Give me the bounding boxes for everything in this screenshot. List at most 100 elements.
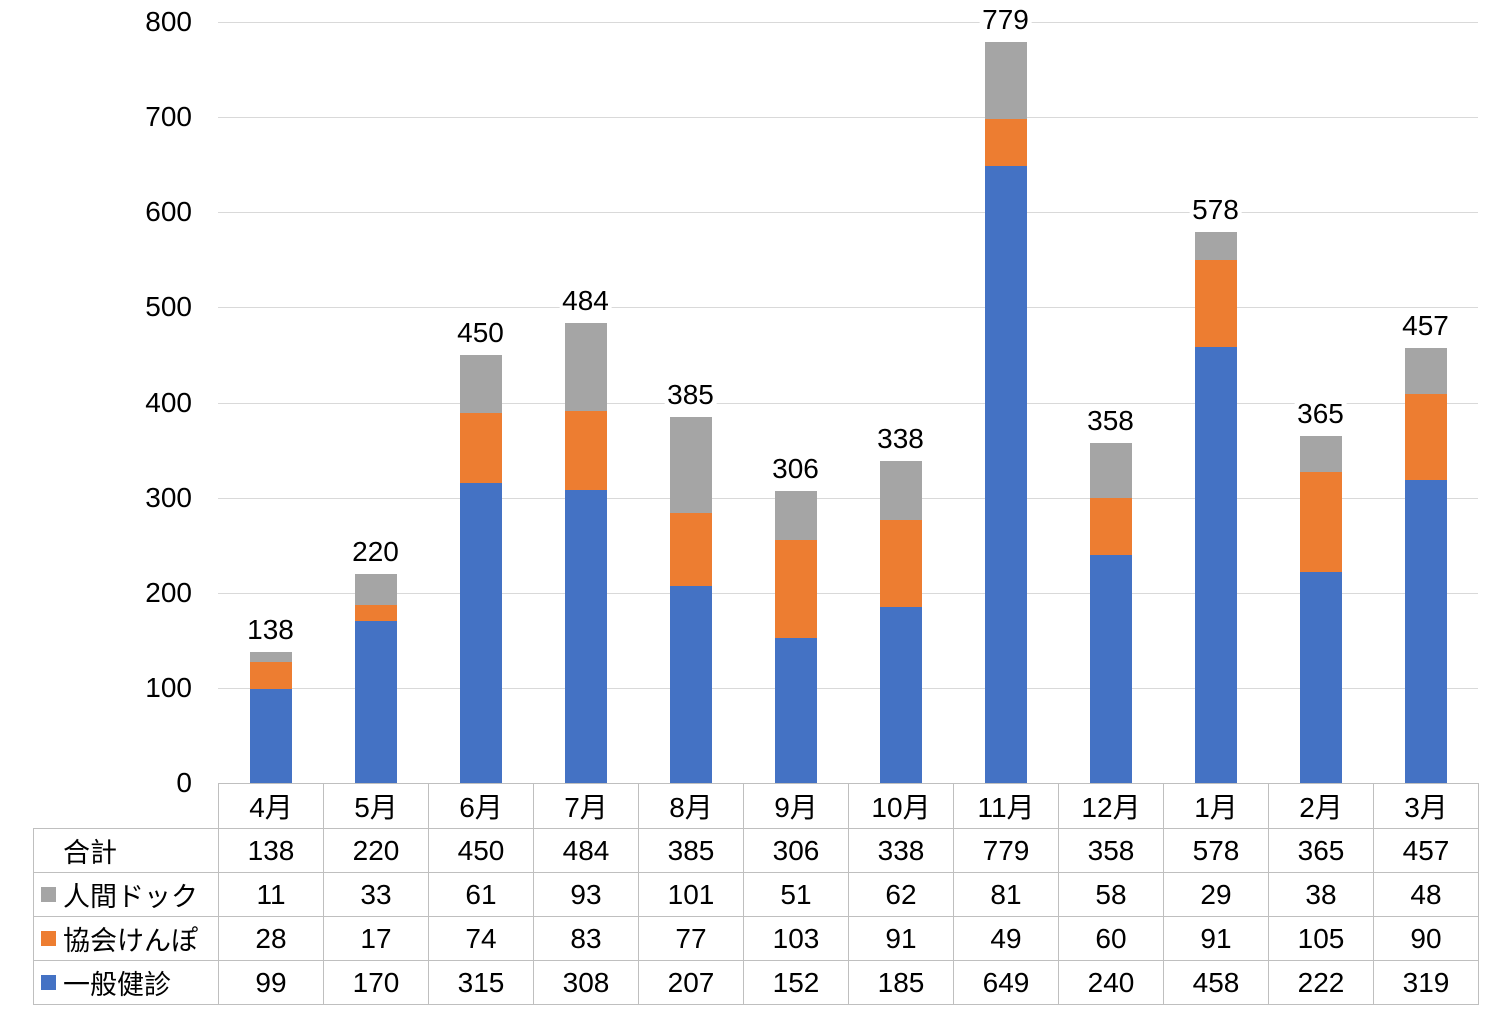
table-row-人間ドック: 人間ドック 11 33 61 93 101 51 62 81 58 29 38 48 (33, 872, 1479, 917)
value-cell: 17 (323, 916, 429, 961)
bar-stack (1299, 436, 1342, 783)
gridline-100 (218, 687, 1478, 689)
value-cell: 61 (428, 872, 534, 917)
bar-segment-協会けんぽ (669, 513, 712, 586)
bar-segment-一般健診 (669, 586, 712, 783)
value-cell: 91 (848, 916, 954, 961)
legend-key-icon (41, 975, 56, 990)
value-cell: 103 (743, 916, 849, 961)
total-data-label: 306 (769, 455, 822, 483)
value-cell: 306 (743, 828, 849, 873)
row-label: 一般健診 (63, 970, 171, 1000)
value-cell: 315 (428, 960, 534, 1005)
bar-stack (984, 42, 1027, 783)
month-label: 5月 (323, 783, 429, 829)
value-cell: 185 (848, 960, 954, 1005)
row-label-wrap: 一般健診 (35, 963, 218, 1002)
y-axis-label: 200 (145, 576, 192, 608)
value-cell: 450 (428, 828, 534, 873)
month-label: 6月 (428, 783, 534, 829)
bar-segment-協会けんぽ (774, 540, 817, 638)
bar-segment-協会けんぽ (354, 605, 397, 621)
value-cell: 93 (533, 872, 639, 917)
row-label-cell: 合計 (33, 828, 219, 873)
value-cell: 458 (1163, 960, 1269, 1005)
row-label-wrap: 合計 (35, 831, 218, 870)
bar-segment-協会けんぽ (1404, 394, 1447, 480)
table-row-合計: 合計 138 220 450 484 385 306 338 779 358 578 365 457 (33, 828, 1479, 873)
bar-column-7月: 484 (533, 22, 638, 783)
bar-column-11月: 779 (953, 6, 1058, 783)
bar-segment-協会けんぽ (984, 119, 1027, 166)
value-cell: 222 (1268, 960, 1374, 1005)
value-cell: 484 (533, 828, 639, 873)
value-cell: 33 (323, 872, 429, 917)
value-cell: 365 (1268, 828, 1374, 873)
value-cell: 170 (323, 960, 429, 1005)
bar-segment-一般健診 (1404, 480, 1447, 783)
row-label: 人間ドック (63, 882, 198, 912)
bar-segment-一般健診 (459, 483, 502, 783)
row-label: 合計 (63, 838, 117, 868)
bar-segment-一般健診 (1089, 555, 1132, 783)
bar-segment-協会けんぽ (459, 413, 502, 483)
data-table: 4月 5月 6月 7月 8月 9月 10月 11月 12月 1月 2月 3月 合計 138 220 450 48… (33, 783, 1479, 1005)
bar-stack (774, 491, 817, 783)
y-axis-label: 0 (176, 767, 192, 798)
month-header-row: 4月 5月 6月 7月 8月 9月 10月 11月 12月 1月 2月 3月 (34, 783, 1479, 829)
total-data-label: 138 (244, 616, 297, 644)
table-row-協会けんぽ: 協会けんぽ 28 17 74 83 77 103 91 49 60 91 105 90 (33, 916, 1479, 961)
value-cell: 91 (1163, 916, 1269, 961)
bar-segment-人間ドック (249, 652, 292, 662)
row-label-cell: 人間ドック (33, 872, 219, 917)
bar-segment-協会けんぽ (564, 411, 607, 490)
month-label: 4月 (218, 783, 324, 829)
y-axis-label: 500 (145, 291, 192, 323)
bar-segment-人間ドック (354, 574, 397, 605)
value-cell: 49 (953, 916, 1059, 961)
bar-segment-一般健診 (879, 607, 922, 783)
bar-column-1月: 578 (1163, 22, 1268, 783)
bar-stack (1194, 232, 1237, 783)
value-cell: 99 (218, 960, 324, 1005)
bar-stack (1404, 348, 1447, 783)
bar-segment-一般健診 (354, 621, 397, 783)
value-cell: 77 (638, 916, 744, 961)
month-label: 9月 (743, 783, 849, 829)
value-cell: 11 (218, 872, 324, 917)
value-cell: 90 (1373, 916, 1479, 961)
bar-segment-人間ドック (1299, 436, 1342, 472)
value-cell: 220 (323, 828, 429, 873)
value-cell: 338 (848, 828, 954, 873)
corner-cell (34, 784, 219, 829)
y-axis-label: 800 (145, 6, 192, 37)
legend-key-icon (41, 931, 56, 946)
bar-segment-人間ドック (669, 417, 712, 513)
bar-column-2月: 365 (1268, 22, 1373, 783)
bar-stack (669, 417, 712, 783)
total-data-label: 450 (454, 319, 507, 347)
bar-segment-人間ドック (1089, 443, 1132, 498)
bar-segment-協会けんぽ (1194, 260, 1237, 347)
value-cell: 48 (1373, 872, 1479, 917)
gridline-800 (218, 22, 1478, 23)
bar-segment-人間ドック (1404, 348, 1447, 394)
value-cell: 457 (1373, 828, 1479, 873)
value-cell: 319 (1373, 960, 1479, 1005)
row-label-wrap: 人間ドック (35, 875, 218, 914)
total-data-label: 385 (664, 381, 717, 409)
bar-segment-一般健診 (249, 689, 292, 783)
bar-segment-一般健診 (1194, 347, 1237, 783)
y-axis-label: 600 (145, 196, 192, 228)
bar-column-3月: 457 (1373, 22, 1478, 783)
row-label-cell: 一般健診 (33, 960, 219, 1005)
plot-area: 138 220 450 484 385 306 338 779 358 578 365 457 (218, 6, 1478, 783)
bar-segment-一般健診 (1299, 572, 1342, 783)
value-cell: 81 (953, 872, 1059, 917)
total-data-label: 779 (979, 6, 1032, 34)
value-cell: 29 (1163, 872, 1269, 917)
value-cell: 240 (1058, 960, 1164, 1005)
y-axis-label: 700 (145, 101, 192, 133)
bar-segment-人間ドック (774, 491, 817, 540)
